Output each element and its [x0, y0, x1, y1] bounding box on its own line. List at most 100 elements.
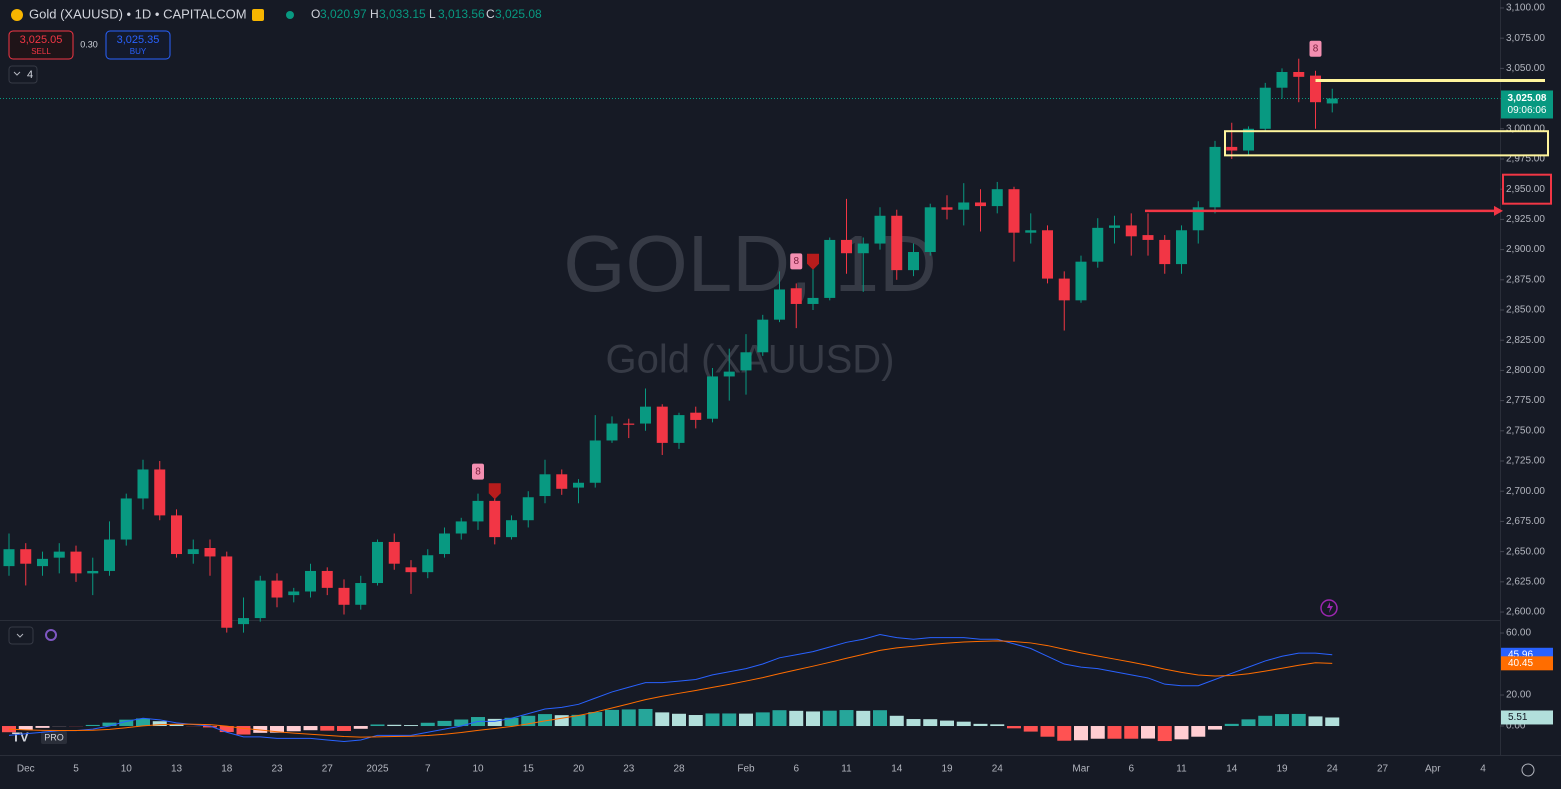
- candle-body: [1142, 235, 1154, 240]
- x-tick-label: Feb: [737, 764, 755, 775]
- indicators-count: 4: [27, 69, 33, 81]
- last-value: 40.45: [1508, 658, 1533, 669]
- y-tick-label: 2,800.00: [1506, 365, 1545, 376]
- candle-body: [1025, 230, 1037, 233]
- candle-body: [1209, 146, 1221, 208]
- y-tick-label: 2,975.00: [1506, 154, 1545, 165]
- candle-body: [640, 406, 651, 424]
- histogram-bar: [504, 717, 519, 727]
- candle-body: [1092, 227, 1104, 262]
- histogram-bar: [755, 712, 770, 727]
- histogram-bar: [605, 709, 619, 727]
- histogram-bar: [303, 726, 318, 731]
- candle-body: [958, 202, 970, 210]
- histogram-bar: [889, 715, 904, 727]
- event-icon[interactable]: [1320, 599, 1338, 617]
- x-tick-label: 10: [472, 764, 484, 775]
- candle-body: [857, 243, 869, 254]
- histogram-bar: [102, 722, 117, 727]
- histogram-bar: [906, 719, 921, 727]
- x-tick-label: 6: [1128, 764, 1134, 775]
- candle-body: [53, 551, 65, 558]
- x-tick-label: 6: [793, 764, 799, 775]
- pane-toggle[interactable]: [8, 626, 34, 645]
- histogram-bar: [420, 722, 435, 727]
- ohlc-letter: C: [486, 7, 495, 21]
- candle-body: [606, 423, 618, 441]
- y-tick-label: 2,900.00: [1506, 244, 1545, 255]
- candle-body: [1058, 278, 1070, 301]
- candle-body: [171, 515, 182, 555]
- histogram-bar: [1141, 726, 1155, 739]
- candle-body: [556, 474, 568, 489]
- ohlc-value: 3,025.08: [495, 7, 542, 21]
- candle-body: [1310, 75, 1321, 103]
- ohlc-letter: H: [370, 7, 379, 21]
- candle-body: [87, 570, 99, 574]
- candle-body: [589, 440, 601, 483]
- histogram-bar: [85, 724, 100, 727]
- x-tick-label: 24: [992, 764, 1004, 775]
- candle-body: [37, 558, 48, 567]
- buy-button[interactable]: [105, 30, 171, 60]
- ohlc-letter: L: [429, 7, 436, 21]
- histogram-bar: [571, 714, 586, 727]
- indicator-line: [8, 634, 1333, 743]
- y-tick-label: 60.00: [1506, 628, 1531, 639]
- histogram-bar: [203, 726, 217, 728]
- chart-title: Gold (XAUUSD) • 1D • CAPITALCOM: [29, 6, 247, 21]
- sell-arrow: [488, 483, 501, 500]
- last-value: 45.96: [1508, 649, 1533, 660]
- buy-label: BUY: [130, 47, 147, 56]
- x-tick-label: 14: [1226, 764, 1238, 775]
- histogram-bar: [35, 726, 50, 728]
- candle-body: [723, 371, 735, 377]
- candle-body: [238, 618, 249, 625]
- histogram-bar: [1191, 726, 1206, 737]
- histogram-bar: [337, 726, 351, 731]
- x-tick-label: 27: [1377, 764, 1389, 775]
- histogram-bar: [1107, 726, 1122, 739]
- y-tick-label: 2,675.00: [1506, 516, 1545, 527]
- candle-body: [506, 520, 517, 538]
- histogram-bar: [1057, 726, 1072, 741]
- x-tick-label: 13: [171, 764, 183, 775]
- candle-body: [422, 555, 434, 573]
- settings-icon[interactable]: [1521, 763, 1535, 777]
- last-value-box: [1501, 710, 1553, 725]
- histogram-bar: [554, 715, 569, 727]
- y-tick-label: 3,100.00: [1506, 3, 1545, 14]
- histogram-bar: [119, 719, 134, 727]
- y-tick-label: 2,600.00: [1506, 607, 1545, 618]
- histogram-bar: [1308, 716, 1323, 727]
- histogram-bar: [1325, 717, 1340, 727]
- candle-body: [790, 288, 802, 304]
- histogram-bar: [353, 726, 368, 729]
- histogram-bar: [1074, 726, 1088, 741]
- histogram-bar: [873, 710, 887, 727]
- price-label: 3,025.08: [1508, 93, 1547, 104]
- candle-body: [1276, 72, 1288, 88]
- histogram-bar: [538, 714, 552, 727]
- countdown: 09:06:06: [1508, 105, 1547, 116]
- y-tick-label: 20.00: [1506, 690, 1531, 701]
- x-tick-label: 7: [425, 764, 431, 775]
- sell-arrow: [807, 253, 819, 270]
- indicator-icon[interactable]: [45, 629, 57, 641]
- sell-button[interactable]: [8, 30, 74, 60]
- histogram-bar: [772, 710, 787, 727]
- arrow-head: [1494, 205, 1503, 216]
- candle-body: [1008, 189, 1020, 233]
- y-tick-label: 2,700.00: [1506, 486, 1545, 497]
- candle-body: [1042, 230, 1053, 279]
- indicators-toggle[interactable]: [8, 65, 38, 84]
- candle-body: [70, 551, 82, 574]
- histogram-bar: [923, 719, 938, 727]
- histogram-bar: [387, 724, 402, 727]
- histogram-bar: [722, 713, 737, 727]
- candle-body: [104, 539, 115, 571]
- chevron: [13, 71, 21, 76]
- flag-icon[interactable]: [252, 9, 264, 21]
- watermark: GOLD, 1D: [563, 219, 936, 308]
- y-tick-label: 2,750.00: [1506, 425, 1545, 436]
